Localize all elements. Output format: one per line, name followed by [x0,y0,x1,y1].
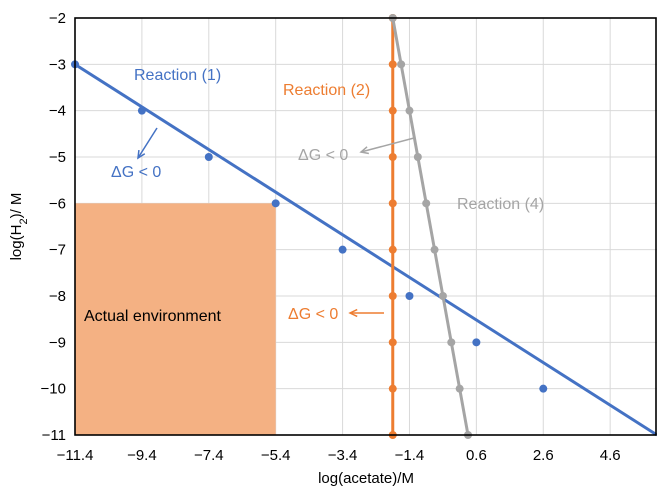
y-axis-label-main: log(H [8,225,25,261]
y-tick-label-3: −5 [49,149,66,166]
reaction-1-label: Reaction (1) [134,67,221,84]
y-tick-label-7: −9 [49,334,66,351]
y-tick-label-6: −8 [49,288,66,305]
x-axis-label: log(acetate)/M [318,470,414,487]
reaction-2-label: Reaction (2) [283,82,370,99]
reaction-4-dg-note: ΔG < 0 [298,147,348,164]
y-tick-labels: −2 −3 −4 −5 −6 −7 −8 −9 −10 −11 [41,10,66,444]
series-2-point-3 [413,153,422,161]
x-tick-label-0: −11.4 [57,447,94,464]
x-tick-labels: −11.4 −9.4 −7.4 −5.4 −3.4 −1.4 0.6 2.6 4.6 [57,447,621,464]
series-layer [71,14,657,439]
series-1-point-4 [388,199,397,208]
x-tick-label-4: −3.4 [328,447,358,464]
y-tick-label-2: −4 [49,103,66,120]
reaction-1-arrow-shaft [137,127,158,159]
series-0-point-2 [204,153,213,161]
reaction-1-dg-note: ΔG < 0 [111,164,161,181]
series-line-2 [391,17,470,436]
series-line-0 [74,63,657,437]
series-1-point-6 [388,292,397,300]
reaction-4-arrow-head [359,146,369,155]
series-1-point-5 [388,245,397,254]
series-2-point-5 [430,245,439,254]
y-tick-label-9: −11 [42,427,66,444]
x-tick-label-3: −5.4 [261,447,291,464]
series-0-point-1 [137,106,146,115]
plot-frame [74,17,657,436]
series-1-point-8 [388,384,397,393]
series-2-point-4 [422,199,431,208]
y-axis-label: log(H2)/ M [8,193,30,261]
series-2-point-7 [447,338,456,347]
y-tick-label-1: −3 [49,56,66,73]
y-tick-label-0: −2 [49,10,66,27]
series-0-point-4 [338,245,347,254]
x-tick-label-7: 2.6 [533,447,554,464]
reaction-4-arrow-shaft [360,137,415,153]
series-1-point-2 [388,106,397,115]
series-0-point-6 [472,338,481,347]
series-2-point-2 [405,106,414,115]
grid [74,17,657,436]
reaction-2-arrow-head [348,308,358,318]
y-tick-label-8: −10 [41,381,66,398]
annotations-layer: Reaction (1) Reaction (2) Reaction (4) ΔG <… [111,67,544,323]
series-1-point-3 [388,153,397,161]
series-0-point-5 [405,292,414,300]
x-tick-label-6: 0.6 [466,447,487,464]
y-axis-label-tail: )/ M [8,193,25,219]
y-axis-label-subscript: 2 [18,218,30,224]
x-tick-label-5: −1.4 [395,447,425,464]
x-tick-label-1: −9.4 [127,447,157,464]
series-0-point-3 [271,199,280,208]
y-tick-label-4: −6 [49,195,66,212]
series-0-point-7 [539,384,548,393]
series-1-point-1 [388,60,397,69]
reaction-1-arrow-head [137,149,146,160]
reaction-2-dg-note: ΔG < 0 [288,306,338,323]
reaction-4-label: Reaction (4) [457,196,544,213]
series-1-point-7 [388,338,397,347]
x-tick-label-8: 4.6 [600,447,621,464]
series-2-point-1 [397,60,406,69]
y-tick-label-5: −7 [49,242,66,259]
x-tick-label-2: −7.4 [194,447,224,464]
actual-environment-region [75,203,276,435]
series-2-point-6 [438,292,447,300]
series-2-point-8 [455,384,464,393]
actual-environment-label: Actual environment [84,308,222,325]
